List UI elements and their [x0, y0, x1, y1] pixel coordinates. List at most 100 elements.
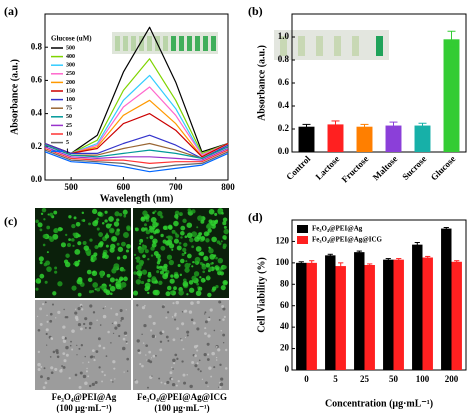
speck: [218, 300, 222, 304]
speck: [88, 326, 92, 330]
speck: [218, 386, 222, 389]
speck: [77, 307, 81, 311]
speck: [160, 245, 166, 251]
speck: [184, 235, 188, 239]
speck: [213, 366, 216, 369]
speck: [198, 286, 203, 291]
speck: [65, 253, 70, 258]
error-bar: [309, 260, 315, 266]
y-tick-label: 60: [280, 300, 290, 310]
speck: [77, 292, 82, 297]
speck: [180, 230, 185, 236]
bar: [422, 257, 433, 370]
speck: [169, 278, 175, 284]
speck: [167, 311, 170, 314]
speck: [76, 278, 83, 285]
speck: [54, 266, 58, 270]
legend-label: 500: [66, 45, 75, 51]
spectrum-line: [44, 113, 229, 158]
x-tick-label: Fructose: [340, 154, 371, 185]
speck: [160, 381, 163, 384]
speck: [109, 277, 115, 283]
speck: [112, 332, 115, 335]
legend-label: Fe₃O₄@PEI@Ag@ICG: [312, 236, 383, 244]
speck: [93, 358, 96, 362]
bar: [327, 124, 344, 152]
speck: [160, 233, 164, 238]
speck: [57, 310, 61, 314]
speck: [188, 287, 195, 293]
speck: [56, 355, 60, 359]
x-tick-label: 200: [445, 374, 459, 384]
speck: [120, 320, 122, 322]
error-bar: [425, 255, 431, 260]
error-bar: [454, 260, 460, 264]
speck: [99, 270, 104, 276]
speck: [188, 310, 193, 314]
speck: [196, 234, 202, 240]
x-tick-label: Maltose: [371, 154, 400, 183]
speck: [222, 318, 225, 321]
speck: [224, 348, 228, 352]
speck: [100, 274, 104, 278]
speck: [61, 335, 65, 340]
speck: [88, 222, 91, 226]
micrograph: [35, 300, 131, 390]
speck: [151, 276, 157, 282]
speck: [89, 384, 92, 388]
speck: [54, 270, 58, 274]
speck: [169, 290, 174, 295]
speck: [109, 247, 115, 253]
speck: [204, 311, 207, 314]
speck: [83, 322, 86, 326]
bar: [393, 259, 404, 370]
speck: [220, 285, 226, 291]
speck: [96, 287, 101, 292]
bar: [451, 261, 462, 370]
speck: [190, 301, 194, 305]
speck: [186, 222, 193, 228]
x-tick-label: 50: [389, 374, 399, 384]
speck: [223, 225, 227, 229]
speck: [182, 218, 187, 223]
speck: [42, 386, 46, 389]
speck: [102, 252, 107, 257]
legend-label: 150: [66, 88, 75, 94]
speck: [215, 345, 218, 348]
speck: [67, 243, 72, 247]
speck: [36, 315, 39, 318]
speck: [207, 317, 211, 322]
speck: [180, 339, 183, 342]
speck: [182, 348, 185, 351]
speck: [222, 333, 226, 337]
speck: [171, 382, 176, 387]
speck: [80, 344, 84, 347]
speck: [197, 368, 200, 371]
speck: [200, 219, 205, 224]
speck: [82, 374, 87, 379]
speck: [49, 312, 53, 316]
error-bar: [360, 123, 369, 130]
speck: [148, 227, 155, 233]
speck: [140, 216, 145, 221]
speck: [160, 215, 164, 219]
bar: [306, 262, 317, 370]
speck: [203, 255, 209, 261]
speck: [152, 289, 159, 296]
speck: [158, 377, 161, 380]
speck: [113, 321, 118, 325]
speck: [212, 286, 217, 291]
speck: [42, 303, 45, 306]
legend-label: 75: [66, 106, 72, 112]
bar: [335, 266, 346, 370]
speck: [116, 242, 120, 246]
speck: [150, 254, 154, 257]
bar: [443, 39, 460, 152]
y-axis-label: Absorbance (a.u.): [256, 45, 267, 121]
speck: [152, 221, 158, 228]
speck: [104, 305, 106, 308]
speck: [120, 316, 124, 321]
spectrum-line: [44, 151, 229, 173]
speck: [104, 234, 110, 239]
